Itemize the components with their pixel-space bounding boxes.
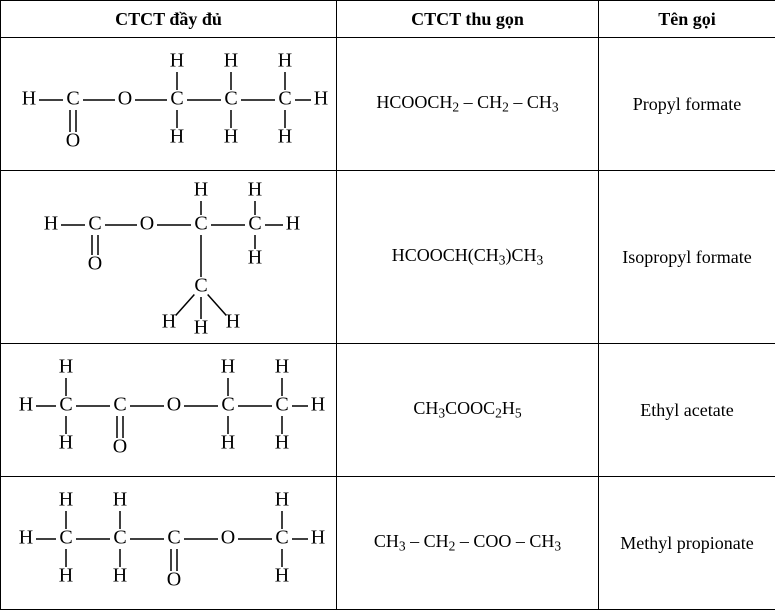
header-condensed: CTCT thu gọn — [337, 1, 599, 38]
header-full-structure: CTCT đầy đủ — [1, 1, 337, 38]
svg-text:H: H — [277, 126, 291, 148]
svg-text:C: C — [278, 88, 291, 110]
svg-text:H: H — [274, 489, 288, 511]
svg-text:H: H — [274, 565, 288, 587]
svg-text:C: C — [194, 213, 207, 235]
svg-text:C: C — [88, 213, 101, 235]
svg-text:C: C — [113, 527, 126, 549]
svg-text:C: C — [170, 88, 183, 110]
svg-text:C: C — [167, 527, 180, 549]
svg-text:C: C — [275, 527, 288, 549]
compound-name: Methyl propionate — [599, 477, 775, 610]
svg-text:H: H — [220, 356, 234, 378]
svg-text:H: H — [310, 394, 324, 416]
svg-text:C: C — [194, 275, 207, 297]
svg-text:H: H — [112, 565, 126, 587]
svg-text:H: H — [277, 50, 291, 72]
svg-text:O: O — [139, 213, 153, 235]
svg-text:H: H — [310, 527, 324, 549]
condensed-formula: HCOOCH2 – CH2 – CH3 — [337, 38, 599, 171]
svg-text:H: H — [58, 356, 72, 378]
svg-text:O: O — [166, 394, 180, 416]
svg-text:H: H — [112, 489, 126, 511]
table-row: HCHHCHHCOOCHHHCH3 – CH2 – COO – CH3Methy… — [1, 477, 775, 610]
svg-text:H: H — [21, 88, 35, 110]
svg-text:H: H — [193, 317, 207, 337]
svg-text:H: H — [18, 394, 32, 416]
svg-text:H: H — [274, 432, 288, 454]
full-structure-diagram: HCHHCHHCOOCHHH — [1, 477, 337, 610]
svg-text:H: H — [169, 126, 183, 148]
table-row: HCOOCHHCHHCHHHHCOOCH2 – CH2 – CH3Propyl … — [1, 38, 775, 171]
svg-text:C: C — [221, 394, 234, 416]
table-row: HCOOCHCHHHCHHHHCOOCH(CH3)CH3Isopropyl fo… — [1, 171, 775, 344]
svg-text:O: O — [220, 527, 234, 549]
chemistry-table: CTCT đầy đủ CTCT thu gọn Tên gọi HCOOCHH… — [0, 0, 775, 610]
svg-text:H: H — [274, 356, 288, 378]
compound-name: Ethyl acetate — [599, 344, 775, 477]
svg-text:H: H — [169, 50, 183, 72]
svg-text:H: H — [58, 489, 72, 511]
svg-text:C: C — [113, 394, 126, 416]
svg-text:H: H — [225, 311, 239, 333]
svg-text:H: H — [193, 179, 207, 201]
svg-text:C: C — [224, 88, 237, 110]
svg-text:H: H — [18, 527, 32, 549]
svg-text:C: C — [275, 394, 288, 416]
svg-text:H: H — [223, 126, 237, 148]
full-structure-diagram: HCOOCHCHHHCHHH — [1, 171, 337, 344]
svg-text:H: H — [43, 213, 57, 235]
svg-text:H: H — [161, 311, 175, 333]
full-structure-diagram: HCHHCOOCHHCHHH — [1, 344, 337, 477]
svg-text:O: O — [166, 569, 180, 591]
svg-text:H: H — [313, 88, 327, 110]
svg-text:H: H — [247, 247, 261, 269]
svg-text:H: H — [58, 565, 72, 587]
svg-text:O: O — [65, 130, 79, 152]
svg-text:C: C — [59, 527, 72, 549]
compound-name: Isopropyl formate — [599, 171, 775, 344]
condensed-formula: HCOOCH(CH3)CH3 — [337, 171, 599, 344]
svg-text:O: O — [117, 88, 131, 110]
header-name: Tên gọi — [599, 1, 775, 38]
svg-text:H: H — [223, 50, 237, 72]
svg-text:H: H — [247, 179, 261, 201]
condensed-formula: CH3 – CH2 – COO – CH3 — [337, 477, 599, 610]
svg-text:O: O — [87, 253, 101, 275]
svg-text:C: C — [66, 88, 79, 110]
svg-text:H: H — [285, 213, 299, 235]
svg-text:C: C — [59, 394, 72, 416]
table-row: HCHHCOOCHHCHHHCH3COOC2H5Ethyl acetate — [1, 344, 775, 477]
compound-name: Propyl formate — [599, 38, 775, 171]
svg-text:H: H — [220, 432, 234, 454]
svg-text:O: O — [112, 436, 126, 458]
svg-text:H: H — [58, 432, 72, 454]
svg-text:C: C — [248, 213, 261, 235]
condensed-formula: CH3COOC2H5 — [337, 344, 599, 477]
header-row: CTCT đầy đủ CTCT thu gọn Tên gọi — [1, 1, 775, 38]
full-structure-diagram: HCOOCHHCHHCHHH — [1, 38, 337, 171]
